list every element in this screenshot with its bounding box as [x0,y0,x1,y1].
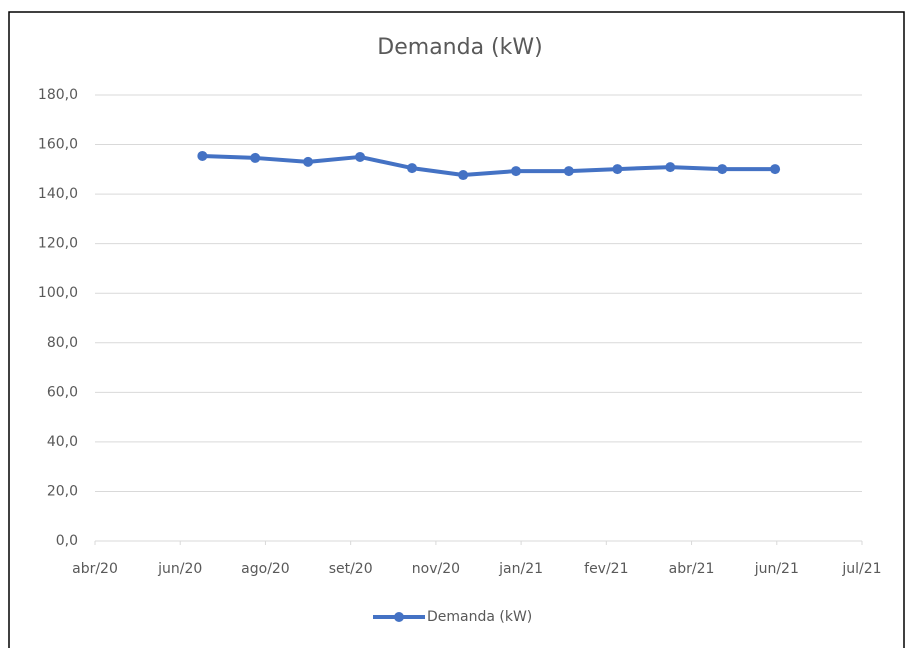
y-tick-label: 40,0 [47,434,78,450]
y-tick-label: 120,0 [38,236,78,252]
x-tick-label: nov/20 [412,561,460,577]
x-tick-label: abr/21 [669,561,715,577]
chart-border [8,11,905,648]
data-point [770,164,781,175]
series-line [202,153,776,178]
data-point [510,166,521,177]
x-tick-label: jul/21 [841,561,881,577]
x-tick-label: jan/21 [498,561,543,577]
y-tick-label: 180,0 [38,87,78,103]
data-point [250,152,261,163]
x-tick-label: fev/21 [584,561,628,577]
data-point [458,170,469,181]
y-tick-label: 0,0 [56,533,78,549]
data-point [355,151,366,162]
legend-label: Demanda (kW) [427,609,532,625]
legend-marker [394,612,404,622]
chart-title: Demanda (kW) [377,35,542,60]
y-tick-label: 20,0 [47,483,78,499]
data-point [303,156,314,167]
x-tick-label: jun/21 [754,561,799,577]
y-tick-label: 160,0 [38,137,78,153]
y-tick-label: 80,0 [47,335,78,351]
x-tick-label: jun/20 [157,561,202,577]
y-tick-label: 140,0 [38,186,78,202]
data-point [563,166,574,177]
data-point [612,164,623,175]
y-tick-label: 100,0 [38,285,78,301]
data-point [407,163,418,174]
data-point [197,150,208,161]
data-point [665,162,676,173]
y-tick-label: 60,0 [47,384,78,400]
data-point [717,164,728,175]
x-tick-label: abr/20 [72,561,118,577]
x-tick-label: set/20 [329,561,373,577]
x-tick-label: ago/20 [241,561,290,577]
